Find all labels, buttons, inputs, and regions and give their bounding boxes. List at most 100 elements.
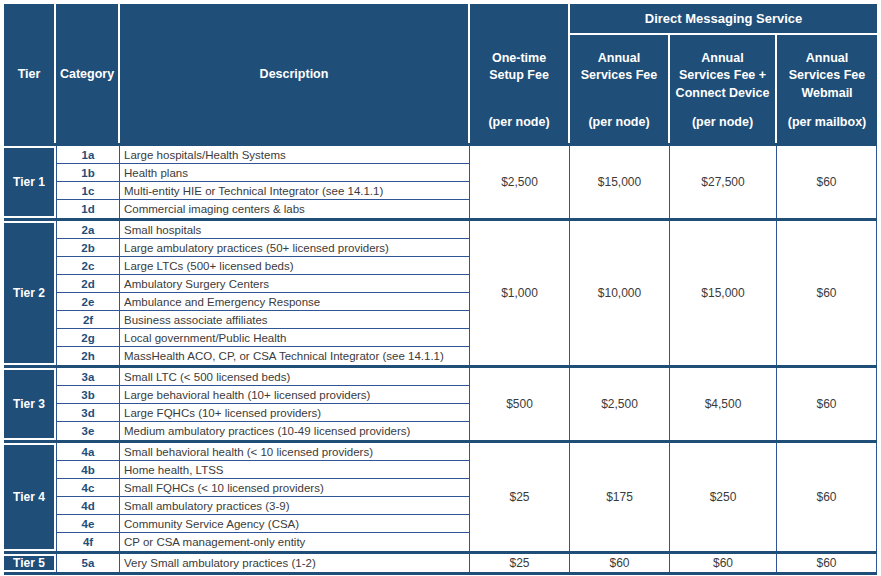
table-row: Tier 44aSmall behavioral health (< 10 li… bbox=[4, 443, 877, 461]
col-header-description: Description bbox=[120, 4, 470, 143]
pricing-table: Tier Category Description One-time Setup… bbox=[4, 4, 877, 575]
tier-header-label: Tier bbox=[4, 4, 54, 143]
col-header-annual-services-fee: Annual Services Fee (per node) bbox=[570, 35, 670, 143]
annual-connect-fee-header: Annual Services Fee + Connect Device (pe… bbox=[670, 35, 775, 143]
category-cell: 4a bbox=[56, 443, 120, 461]
category-cell: 2a bbox=[56, 221, 120, 239]
description-cell: Large ambulatory practices (50+ licensed… bbox=[120, 239, 470, 257]
setup-fee-cell: $500 bbox=[470, 368, 570, 440]
setup-fee-cell: $25 bbox=[470, 554, 570, 572]
annual-fee-unit: (per node) bbox=[588, 114, 649, 131]
category-cell: 1c bbox=[56, 182, 120, 200]
col-header-annual-services-fee-webmail: Annual Services Fee Webmail (per mailbox… bbox=[777, 35, 877, 143]
table-body: Tier 11aLarge hospitals/Health Systems$2… bbox=[4, 143, 877, 575]
annual-connect-fee-unit: (per node) bbox=[692, 114, 753, 131]
category-cell: 1d bbox=[56, 200, 120, 218]
col-header-tier: Tier bbox=[4, 4, 56, 143]
category-cell: 3b bbox=[56, 386, 120, 404]
description-cell: CP or CSA management-only entity bbox=[120, 533, 470, 551]
annual-connect-fee-cell: $27,500 bbox=[670, 146, 777, 218]
description-cell: Local government/Public Health bbox=[120, 329, 470, 347]
setup-fee-cell: $2,500 bbox=[470, 146, 570, 218]
webmail-fee-cell: $60 bbox=[777, 221, 877, 365]
category-cell: 4f bbox=[56, 533, 120, 551]
category-header-label: Category bbox=[56, 4, 118, 143]
annual-connect-fee-cell: $4,500 bbox=[670, 368, 777, 440]
tier-label: Tier 3 bbox=[4, 368, 56, 440]
one-time-fee-header: One-time Setup Fee (per node) bbox=[470, 4, 568, 143]
description-cell: Small hospitals bbox=[120, 221, 470, 239]
category-cell: 1a bbox=[56, 146, 120, 164]
category-cell: 3d bbox=[56, 404, 120, 422]
annual-fee-cell: $2,500 bbox=[570, 368, 670, 440]
category-cell: 2b bbox=[56, 239, 120, 257]
category-cell: 1b bbox=[56, 164, 120, 182]
annual-fee-cell: $175 bbox=[570, 443, 670, 551]
one-time-fee-unit: (per node) bbox=[488, 114, 549, 131]
setup-fee-cell: $1,000 bbox=[470, 221, 570, 365]
table-row: Tier 55aVery Small ambulatory practices … bbox=[4, 554, 877, 572]
description-cell: Large hospitals/Health Systems bbox=[120, 146, 470, 164]
table-row: Tier 11aLarge hospitals/Health Systems$2… bbox=[4, 146, 877, 164]
category-cell: 4d bbox=[56, 497, 120, 515]
description-cell: Medium ambulatory practices (10-49 licen… bbox=[120, 422, 470, 440]
group-header-direct-messaging-service: Direct Messaging Service bbox=[570, 4, 877, 35]
table-header: Tier Category Description One-time Setup… bbox=[4, 4, 877, 143]
one-time-fee-title: One-time Setup Fee bbox=[489, 50, 549, 85]
annual-fee-cell: $10,000 bbox=[570, 221, 670, 365]
category-cell: 2d bbox=[56, 275, 120, 293]
category-cell: 2g bbox=[56, 329, 120, 347]
webmail-fee-cell: $60 bbox=[777, 368, 877, 440]
description-cell: MassHealth ACO, CP, or CSA Technical Int… bbox=[120, 347, 470, 365]
description-cell: Large LTCs (500+ licensed beds) bbox=[120, 257, 470, 275]
header-row-top: Tier Category Description One-time Setup… bbox=[4, 4, 877, 35]
annual-connect-fee-cell: $60 bbox=[670, 554, 777, 572]
annual-connect-fee-cell: $15,000 bbox=[670, 221, 777, 365]
webmail-fee-cell: $60 bbox=[777, 146, 877, 218]
category-cell: 3e bbox=[56, 422, 120, 440]
description-cell: Ambulance and Emergency Response bbox=[120, 293, 470, 311]
category-cell: 2c bbox=[56, 257, 120, 275]
annual-connect-fee-cell: $250 bbox=[670, 443, 777, 551]
description-cell: Large behavioral health (10+ licensed pr… bbox=[120, 386, 470, 404]
tier-label: Tier 5 bbox=[4, 554, 56, 572]
category-cell: 2f bbox=[56, 311, 120, 329]
annual-fee-title: Annual Services Fee bbox=[581, 50, 657, 85]
description-cell: Community Service Agency (CSA) bbox=[120, 515, 470, 533]
description-cell: Health plans bbox=[120, 164, 470, 182]
webmail-fee-cell: $60 bbox=[777, 443, 877, 551]
annual-fee-cell: $15,000 bbox=[570, 146, 670, 218]
webmail-fee-header: Annual Services Fee Webmail (per mailbox… bbox=[777, 35, 877, 143]
annual-connect-fee-title: Annual Services Fee + Connect Device bbox=[676, 50, 770, 102]
annual-fee-header: Annual Services Fee (per node) bbox=[570, 35, 668, 143]
description-cell: Small ambulatory practices (3-9) bbox=[120, 497, 470, 515]
setup-fee-cell: $25 bbox=[470, 443, 570, 551]
col-header-one-time-setup-fee: One-time Setup Fee (per node) bbox=[470, 4, 570, 143]
tier-label: Tier 2 bbox=[4, 221, 56, 365]
description-cell: Small behavioral health (< 10 licensed p… bbox=[120, 443, 470, 461]
document-page: Tier Category Description One-time Setup… bbox=[0, 0, 881, 575]
category-cell: 3a bbox=[56, 368, 120, 386]
webmail-fee-unit: (per mailbox) bbox=[788, 114, 867, 131]
description-cell: Home health, LTSS bbox=[120, 461, 470, 479]
description-cell: Ambulatory Surgery Centers bbox=[120, 275, 470, 293]
table-row: Tier 33aSmall LTC (< 500 licensed beds)$… bbox=[4, 368, 877, 386]
category-cell: 2h bbox=[56, 347, 120, 365]
webmail-fee-cell: $60 bbox=[777, 554, 877, 572]
description-cell: Very Small ambulatory practices (1-2) bbox=[120, 554, 470, 572]
table-row: Tier 22aSmall hospitals$1,000$10,000$15,… bbox=[4, 221, 877, 239]
tier-separator bbox=[4, 572, 877, 575]
category-cell: 4b bbox=[56, 461, 120, 479]
webmail-fee-title: Annual Services Fee Webmail bbox=[789, 50, 865, 102]
description-cell: Small LTC (< 500 licensed beds) bbox=[120, 368, 470, 386]
category-cell: 4c bbox=[56, 479, 120, 497]
category-cell: 5a bbox=[56, 554, 120, 572]
tier-label: Tier 1 bbox=[4, 146, 56, 218]
category-cell: 4e bbox=[56, 515, 120, 533]
description-cell: Multi-entity HIE or Technical Integrator… bbox=[120, 182, 470, 200]
tier-label: Tier 4 bbox=[4, 443, 56, 551]
category-cell: 2e bbox=[56, 293, 120, 311]
tier-separator-bar bbox=[4, 572, 877, 575]
description-cell: Large FQHCs (10+ licensed providers) bbox=[120, 404, 470, 422]
annual-fee-cell: $60 bbox=[570, 554, 670, 572]
